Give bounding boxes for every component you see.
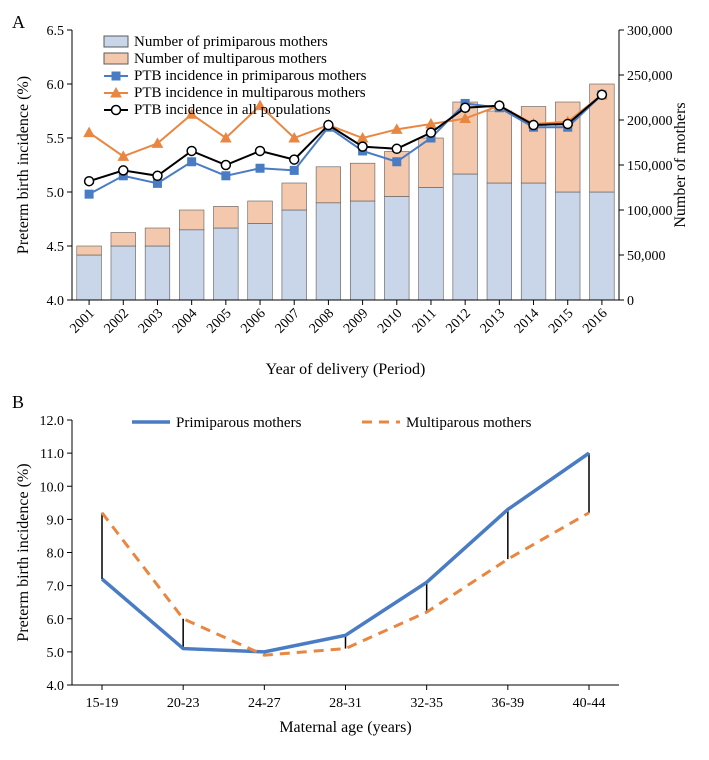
- svg-text:4.5: 4.5: [47, 240, 65, 255]
- svg-text:Number of multiparous mothers: Number of multiparous mothers: [134, 51, 327, 67]
- svg-text:36-39: 36-39: [491, 696, 524, 711]
- svg-text:2007: 2007: [273, 306, 303, 336]
- svg-text:200,000: 200,000: [627, 114, 673, 129]
- svg-text:Year of delivery (Period): Year of delivery (Period): [266, 361, 426, 378]
- svg-text:12.0: 12.0: [40, 414, 65, 429]
- svg-text:10.0: 10.0: [40, 480, 65, 495]
- svg-text:2006: 2006: [238, 306, 268, 336]
- svg-text:2008: 2008: [307, 306, 337, 336]
- svg-text:4.0: 4.0: [47, 294, 65, 309]
- panel-a: A 4.0 4.5 5.0 5.5 6.0 6.5 0 50,000 100,000 150,00…: [10, 10, 709, 380]
- svg-text:4.0: 4.0: [47, 679, 65, 694]
- svg-text:15-19: 15-19: [86, 696, 119, 711]
- svg-text:5.5: 5.5: [47, 132, 65, 147]
- svg-text:2010: 2010: [375, 306, 405, 336]
- svg-text:24-27: 24-27: [248, 696, 281, 711]
- svg-text:Maternal age (years): Maternal age (years): [279, 719, 411, 736]
- svg-text:Primiparous mothers: Primiparous mothers: [176, 415, 302, 431]
- svg-text:PTB incidence in primiparous m: PTB incidence in primiparous mothers: [134, 68, 367, 84]
- svg-text:6.5: 6.5: [47, 24, 65, 39]
- svg-text:28-31: 28-31: [329, 696, 362, 711]
- panel-b-label: B: [12, 392, 24, 413]
- chart-b-svg: 4.0 5.0 6.0 7.0 8.0 9.0 10.0 11.0 12.0 15-19 20-23…: [10, 390, 699, 740]
- svg-text:300,000: 300,000: [627, 24, 673, 39]
- svg-text:2005: 2005: [204, 306, 234, 336]
- svg-text:2015: 2015: [546, 306, 576, 336]
- svg-text:Multiparous mothers: Multiparous mothers: [406, 415, 532, 431]
- svg-text:7.0: 7.0: [47, 580, 65, 595]
- svg-text:100,000: 100,000: [627, 204, 673, 219]
- svg-text:PTB incidence in multiparous m: PTB incidence in multiparous mothers: [134, 85, 366, 101]
- svg-text:2001: 2001: [67, 306, 97, 336]
- svg-text:20-23: 20-23: [167, 696, 200, 711]
- svg-text:2012: 2012: [444, 306, 474, 336]
- svg-text:8.0: 8.0: [47, 547, 65, 562]
- svg-text:2002: 2002: [102, 306, 132, 336]
- svg-text:6.0: 6.0: [47, 78, 65, 93]
- svg-text:2004: 2004: [170, 306, 200, 336]
- svg-text:2014: 2014: [512, 306, 542, 336]
- svg-text:5.0: 5.0: [47, 646, 65, 661]
- svg-text:Number of primiparous mothers: Number of primiparous mothers: [134, 34, 328, 50]
- svg-text:40-44: 40-44: [573, 696, 606, 711]
- svg-text:11.0: 11.0: [40, 447, 64, 462]
- svg-text:Preterm birth incidence (%): Preterm birth incidence (%): [15, 76, 32, 254]
- svg-text:150,000: 150,000: [627, 159, 673, 174]
- svg-text:9.0: 9.0: [47, 513, 65, 528]
- panel-a-label: A: [12, 12, 25, 33]
- svg-text:2016: 2016: [580, 306, 610, 336]
- svg-text:2013: 2013: [478, 306, 508, 336]
- svg-text:Number of mothers: Number of mothers: [672, 102, 689, 227]
- svg-text:50,000: 50,000: [627, 249, 666, 264]
- svg-text:250,000: 250,000: [627, 69, 673, 84]
- svg-text:32-35: 32-35: [410, 696, 443, 711]
- panel-b: B 4.0 5.0 6.0 7.0 8.0 9.0 10.0 11.0 12.0 15-19 20-…: [10, 390, 709, 740]
- svg-text:Preterm birth incidence (%): Preterm birth incidence (%): [15, 463, 32, 641]
- svg-text:0: 0: [627, 294, 634, 309]
- svg-text:2003: 2003: [136, 306, 166, 336]
- svg-text:2009: 2009: [341, 306, 371, 336]
- svg-text:5.0: 5.0: [47, 186, 65, 201]
- chart-a-svg: 4.0 4.5 5.0 5.5 6.0 6.5 0 50,000 100,000 150,000 2…: [10, 10, 699, 380]
- svg-text:6.0: 6.0: [47, 613, 65, 628]
- svg-text:PTB incidence in all populatio: PTB incidence in all populations: [134, 102, 331, 118]
- svg-text:2011: 2011: [410, 306, 440, 336]
